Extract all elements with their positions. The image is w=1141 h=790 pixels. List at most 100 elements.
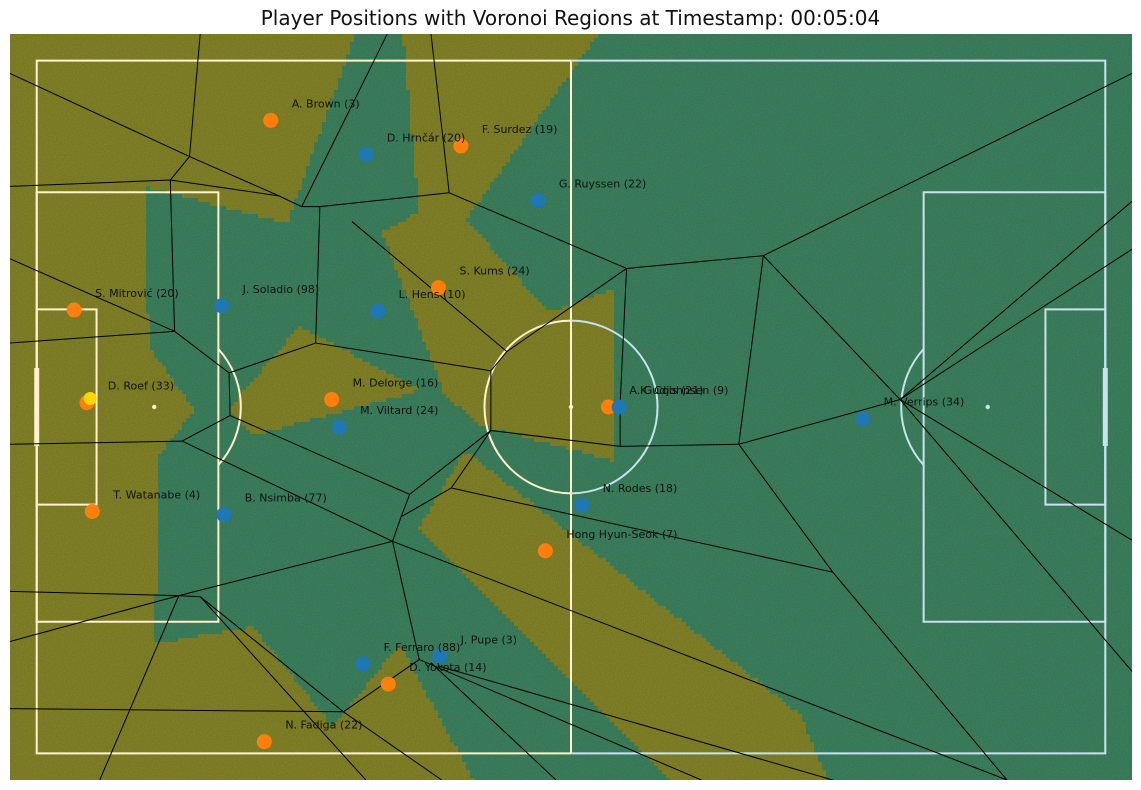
voronoi-edge	[430, 662, 557, 780]
player-label: D. Yokota (14)	[409, 661, 486, 674]
voronoi-edge	[392, 540, 1008, 780]
voronoi-edge	[450, 430, 492, 489]
voronoi-edge	[181, 440, 393, 542]
voronoi-edge	[301, 34, 388, 207]
player-label: D. Roef (33)	[108, 380, 174, 393]
voronoi-edge	[279, 195, 302, 208]
player-label: D. Hrnčár (20)	[387, 131, 465, 144]
player-label: A. Brown (3)	[292, 97, 360, 110]
voronoi-edge	[400, 487, 452, 518]
centre-circle-right	[570, 319, 659, 495]
voronoi-edge	[490, 429, 621, 447]
player-label: F. Ferraro (88)	[384, 641, 461, 654]
voronoi-edge	[10, 179, 171, 187]
player-label: B. Nsimba (77)	[245, 492, 327, 505]
voronoi-edge	[620, 443, 739, 447]
voronoi-edge	[178, 540, 393, 597]
voronoi-edge	[10, 590, 179, 597]
player-label: G. Ruyssen (22)	[559, 177, 646, 190]
player-marker-team-a	[537, 543, 553, 559]
player-marker-team-b	[611, 399, 627, 415]
chart-title: Player Positions with Voronoi Regions at…	[260, 6, 881, 30]
player-label: N. Rodes (18)	[603, 482, 678, 495]
penalty-spot-right	[985, 404, 990, 410]
player-label: J. Pupe (3)	[460, 633, 517, 646]
voronoi-edge	[899, 200, 1132, 400]
voronoi-edge	[899, 399, 1132, 541]
player-marker-team-a	[66, 302, 82, 318]
voronoi-edge	[506, 268, 627, 352]
voronoi-edge	[400, 494, 411, 517]
voronoi-edge	[430, 34, 450, 193]
player-marker-team-b	[358, 146, 374, 162]
voronoi-edge	[10, 440, 183, 445]
player-marker-team-b	[216, 507, 232, 523]
voronoi-edge	[762, 255, 901, 400]
voronoi-edge	[351, 221, 508, 352]
voronoi-edge	[10, 708, 344, 713]
voronoi-edge	[319, 192, 450, 208]
player-marker-team-a	[453, 138, 469, 154]
voronoi-edge	[409, 430, 492, 495]
voronoi-edge	[619, 268, 628, 404]
voronoi-edge	[899, 248, 1132, 400]
voronoi-edge	[169, 156, 190, 181]
voronoi-edge	[832, 571, 1008, 780]
player-label: K. Cols (21)	[640, 384, 703, 397]
player-marker-team-a	[430, 280, 446, 296]
player-marker-team-a	[256, 734, 272, 750]
voronoi-edge	[199, 596, 367, 780]
voronoi-edge	[315, 206, 321, 344]
player-marker-team-a	[324, 392, 340, 408]
voronoi-edge	[343, 711, 442, 780]
voronoi-edge	[10, 72, 190, 158]
voronoi-edge	[189, 156, 280, 197]
voronoi-edge	[392, 541, 420, 660]
player-marker-team-b	[432, 648, 448, 664]
player-marker-team-b	[574, 497, 590, 513]
player-label: J. Soladio (98)	[242, 283, 320, 296]
voronoi-edge	[229, 415, 410, 495]
voronoi-edge	[174, 330, 230, 374]
voronoi-edge	[228, 342, 316, 374]
voronoi-edge	[419, 659, 702, 780]
pitch-lines-right	[570, 59, 1108, 755]
voronoi-edge	[228, 372, 231, 416]
player-markers	[66, 112, 871, 750]
voronoi-edge	[169, 179, 176, 332]
ball-marker	[83, 391, 97, 405]
player-label: M. Viltard (24)	[360, 404, 438, 417]
voronoi-edge	[181, 415, 231, 442]
voronoi-edge	[490, 351, 508, 372]
player-marker-team-a	[84, 503, 100, 519]
penalty-arc-right	[900, 348, 925, 466]
penalty-arc-left	[217, 348, 242, 466]
player-marker-team-b	[530, 192, 546, 208]
player-label: N. Fadiga (22)	[285, 719, 362, 732]
player-marker-team-b	[331, 419, 347, 435]
voronoi-edge	[199, 596, 344, 713]
player-marker-team-b	[855, 411, 871, 427]
voronoi-edge	[738, 255, 764, 445]
voronoi-edge	[10, 330, 175, 344]
voronoi-edge	[189, 34, 201, 157]
voronoi-edge	[763, 72, 1132, 257]
player-label: S. Kums (24)	[459, 265, 529, 278]
player-marker-team-b	[355, 656, 371, 672]
pitch-markings	[34, 59, 1108, 755]
centre-spot	[568, 404, 574, 410]
voronoi-edge	[626, 255, 764, 269]
voronoi-edge	[10, 595, 179, 642]
player-marker-team-a	[600, 399, 616, 415]
player-marker-team-a	[380, 676, 396, 692]
player-label: Hong Hyun-Seok (7)	[566, 528, 677, 541]
penalty-spot-left	[152, 404, 157, 410]
player-label: T. Watanabe (4)	[112, 488, 200, 501]
player-marker-team-a	[263, 112, 279, 128]
plot-area: A. Brown (3) F. Surdez (19) S. Kums (24) S.…	[10, 34, 1132, 780]
voronoi-edge	[10, 258, 175, 332]
voronoi-edge	[438, 665, 833, 780]
voronoi-edge	[392, 516, 402, 542]
player-label: F. Surdez (19)	[482, 123, 557, 136]
